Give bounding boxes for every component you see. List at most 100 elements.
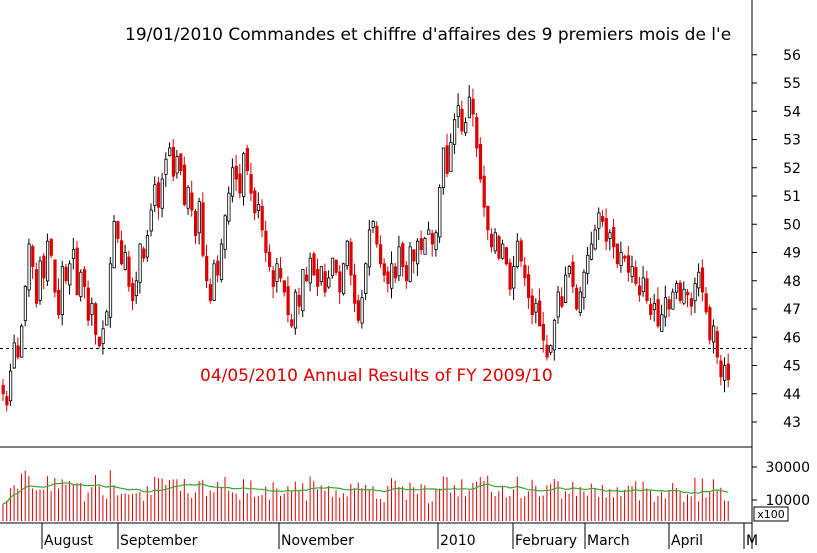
candle-body — [464, 122, 468, 134]
candle-body — [452, 119, 457, 145]
candle-body — [212, 263, 216, 301]
candle-body — [316, 269, 320, 287]
volume-unit-label: x100 — [757, 508, 785, 521]
candle-body — [630, 266, 634, 277]
candle-body — [715, 331, 719, 358]
candle-body — [131, 283, 135, 301]
candle-body — [445, 145, 449, 174]
candle-body — [497, 236, 501, 259]
candle-body — [634, 267, 638, 284]
candle-body — [663, 297, 668, 318]
volume-unit-box — [753, 506, 789, 522]
candle-body — [571, 261, 575, 287]
candle-body — [57, 289, 61, 316]
candle-body — [216, 260, 220, 276]
candle-body — [242, 153, 246, 197]
candle-body — [260, 205, 264, 231]
candle-body — [501, 243, 505, 259]
candle-body — [415, 240, 420, 265]
candle-body — [404, 265, 409, 282]
candle-body — [523, 264, 527, 279]
candle-body — [623, 255, 627, 259]
volume-panel — [2, 470, 729, 521]
candle-body — [253, 190, 257, 214]
candle-body — [615, 243, 620, 265]
candle-body — [34, 269, 39, 304]
candle-body — [271, 270, 275, 287]
candle-body — [508, 262, 512, 290]
candle-body — [327, 277, 331, 288]
candle-body — [675, 283, 679, 293]
candle-body — [438, 187, 442, 238]
candle-body — [160, 178, 164, 209]
candle-body — [560, 296, 564, 307]
candle-body — [601, 216, 605, 222]
price-tick-label: 46 — [783, 330, 801, 346]
candle-body — [338, 271, 342, 293]
candle-body — [123, 252, 127, 270]
candle-body — [538, 300, 542, 327]
candle-body — [60, 266, 65, 316]
candle-body — [164, 158, 168, 175]
candle-body — [619, 252, 623, 267]
candle-body — [671, 291, 675, 310]
candle-body — [23, 285, 28, 322]
candle-body — [419, 238, 423, 251]
candle-body — [660, 314, 664, 332]
time-tick-label: November — [281, 533, 354, 549]
candle-body — [434, 232, 438, 250]
price-tick-label: 49 — [783, 246, 801, 262]
candle-body — [486, 205, 490, 231]
candle-body — [545, 344, 549, 358]
candle-body — [471, 98, 475, 115]
candle-body — [652, 302, 657, 311]
candle-body — [238, 173, 242, 194]
price-tick-label: 51 — [783, 189, 801, 205]
price-tick-label: 52 — [783, 161, 801, 177]
candle-body — [5, 396, 9, 406]
candle-body — [682, 288, 686, 304]
candle-body — [353, 274, 357, 304]
candle-body — [186, 187, 190, 209]
candle-body — [578, 291, 583, 314]
candle-body — [556, 291, 560, 318]
candle-body — [604, 218, 608, 242]
candle-body — [612, 227, 616, 248]
candle-body — [712, 325, 716, 343]
candle-body — [230, 167, 235, 197]
volume-tick-label: 10000 — [765, 493, 810, 509]
time-tick-label: April — [671, 533, 703, 549]
candle-body — [515, 240, 520, 268]
candle-body — [8, 370, 13, 402]
candle-body — [79, 271, 83, 297]
candle-body — [482, 175, 486, 208]
candle-body — [723, 365, 727, 381]
candle-body — [223, 215, 227, 250]
candle-body — [20, 325, 24, 358]
price-tick-label: 54 — [783, 104, 801, 120]
price-tick-label: 44 — [783, 387, 801, 403]
candle-body — [367, 229, 372, 268]
candle-body — [504, 247, 509, 265]
candle-body — [175, 156, 179, 174]
candle-body — [686, 292, 690, 296]
candle-body — [182, 164, 187, 205]
candle-body — [582, 271, 586, 299]
candle-body — [49, 239, 53, 256]
candle-body — [678, 282, 682, 301]
candle-body — [12, 342, 16, 369]
candle-body — [656, 299, 660, 327]
candle-body — [75, 247, 79, 296]
candle-body — [493, 232, 497, 252]
candle-body — [586, 254, 590, 274]
candle-body — [638, 285, 642, 296]
candle-body — [323, 271, 327, 293]
candle-body — [297, 294, 301, 307]
candle-body — [312, 253, 316, 276]
candle-body — [552, 319, 557, 351]
chart-title-annotation: 19/01/2010 Commandes et chiffre d'affair… — [125, 25, 731, 45]
candle-body — [364, 263, 368, 294]
candle-body — [219, 243, 224, 280]
candle-body — [689, 298, 694, 307]
candle-body — [234, 165, 238, 180]
